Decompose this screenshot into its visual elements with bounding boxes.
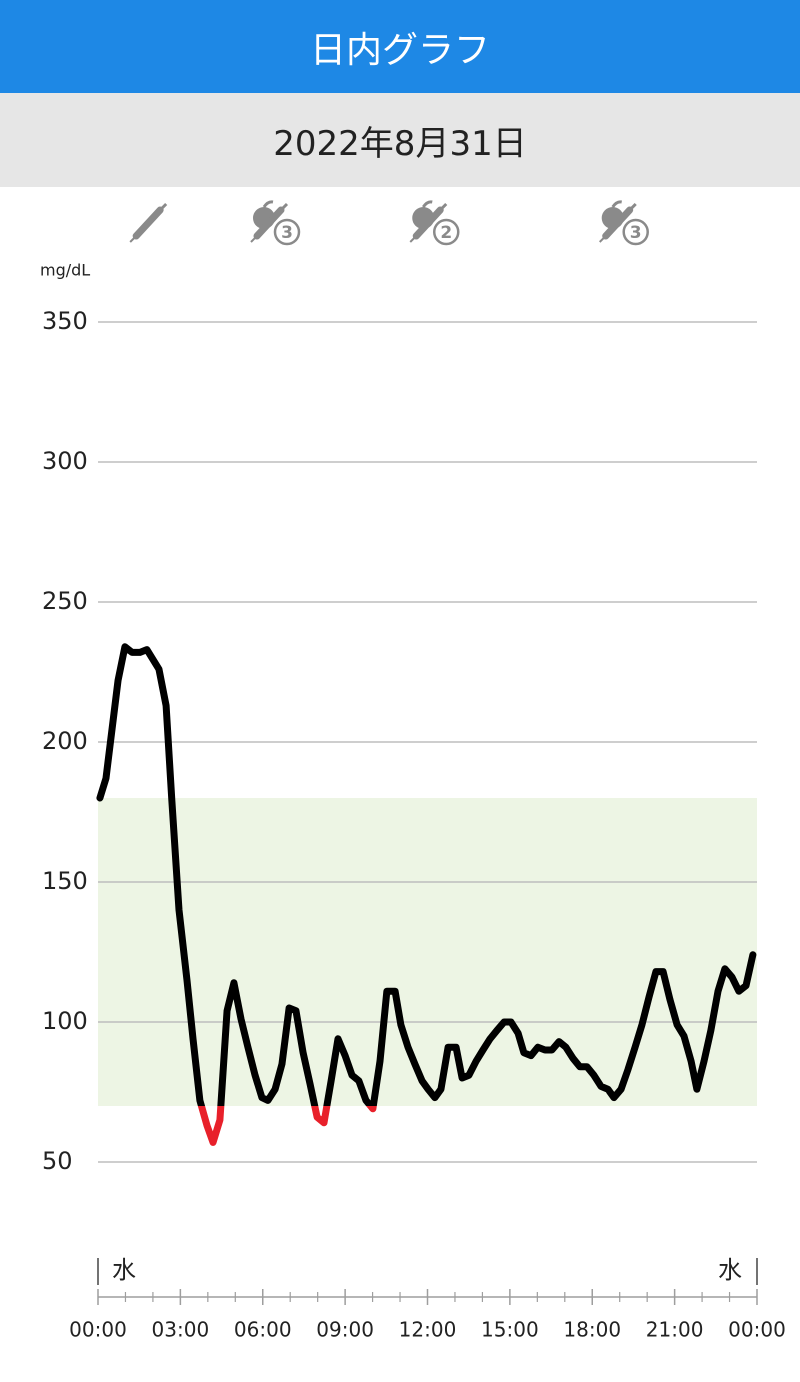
x-tick-label: 09:00	[316, 1318, 374, 1342]
syringe-needle	[409, 233, 419, 243]
x-tick-label: 03:00	[152, 1318, 210, 1342]
count-badge	[273, 218, 301, 246]
syringe-needle	[599, 233, 609, 243]
x-tick-label: 18:00	[563, 1318, 621, 1342]
syringe-body	[253, 206, 285, 240]
target-range	[98, 798, 757, 1106]
count-badge	[432, 218, 460, 246]
day-label: 水	[718, 1256, 742, 1284]
y-tick-label: 50	[42, 1147, 73, 1175]
syringe-plunger	[279, 202, 289, 212]
syringe-needle	[129, 233, 139, 243]
y-tick-label: 150	[42, 867, 88, 895]
date-label[interactable]: 2022年8月31日	[273, 123, 527, 164]
syringe-body	[602, 206, 634, 240]
syringe-body	[132, 206, 164, 240]
leaf	[421, 200, 433, 208]
meal-icon: 2	[409, 200, 460, 246]
meal-icon: 3	[599, 200, 649, 246]
leaf	[262, 200, 274, 208]
glucose-line	[96, 643, 757, 1146]
syringe-body	[412, 206, 444, 240]
event-count: 3	[630, 223, 642, 243]
x-tick-label: 12:00	[399, 1318, 457, 1342]
syringe-plunger	[628, 202, 637, 212]
day-label: 水	[112, 1256, 136, 1284]
x-tick-label: 21:00	[646, 1318, 704, 1342]
y-tick-label: 350	[42, 307, 88, 335]
event-count: 3	[281, 223, 293, 243]
leaf	[611, 200, 623, 208]
x-tick-label: 00:00	[728, 1318, 786, 1342]
header-title: 日内グラフ	[309, 29, 490, 71]
y-tick-label: 200	[42, 727, 88, 755]
syringe-plunger	[159, 202, 168, 212]
y-tick-label: 100	[42, 1007, 88, 1035]
x-tick-label: 06:00	[234, 1318, 292, 1342]
x-tick-label: 00:00	[69, 1318, 127, 1342]
y-tick-label: 250	[42, 587, 88, 615]
count-badge	[622, 218, 649, 246]
syringe-plunger	[439, 202, 448, 212]
syringe-needle	[250, 233, 260, 243]
chart: mg/dL 50 100 150 200 250 300 350 00:00 03:00 06:0…	[40, 200, 786, 1342]
app-header: 日内グラフ	[0, 0, 800, 93]
date-bar: 2022年8月31日	[0, 93, 800, 187]
x-tick-label: 15:00	[481, 1318, 539, 1342]
y-axis-label: mg/dL	[40, 261, 90, 280]
y-tick-label: 300	[42, 447, 88, 475]
event-count: 2	[440, 223, 452, 243]
insulin-icon	[129, 202, 168, 243]
meal-icon: 3	[250, 200, 301, 246]
